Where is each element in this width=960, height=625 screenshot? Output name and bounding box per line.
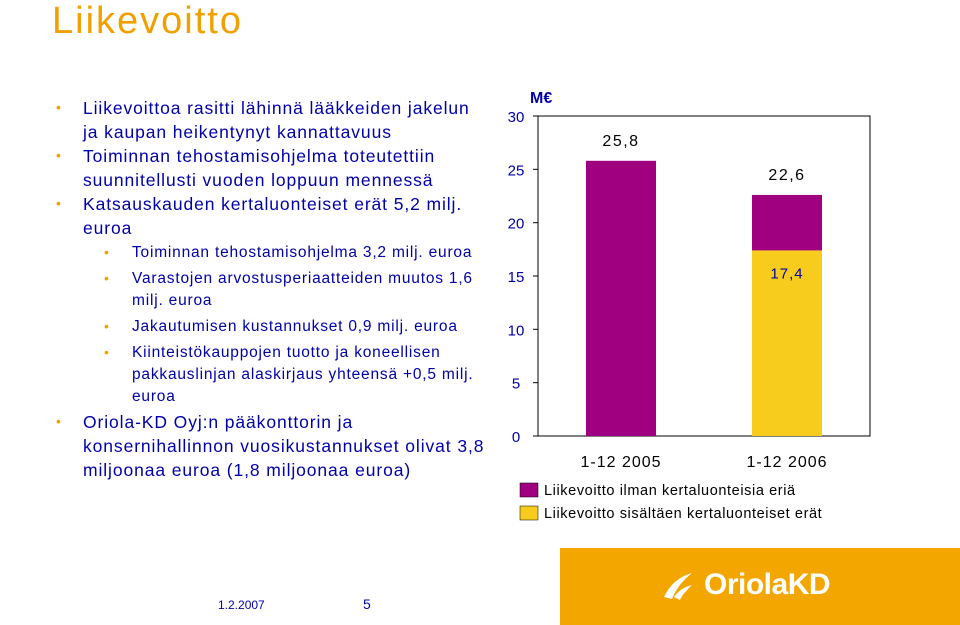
sub-bullet-item: • Toiminnan tehostamisohjelma 3,2 milj. e… [56, 242, 488, 264]
bullet-text: Liikevoittoa rasitti lähinnä lääkkeiden … [83, 98, 470, 142]
x-tick-label: 1-12 2006 [746, 454, 827, 471]
bullet-dot-icon: • [56, 195, 62, 211]
y-tick-label: 20 [508, 216, 525, 233]
bullet-item: • Liikevoittoa rasitti lähinnä lääkkeiden… [56, 96, 488, 144]
bullet-list: • Liikevoittoa rasitti lähinnä lääkkeiden… [56, 96, 488, 482]
bar-segment [752, 250, 822, 436]
sub-bullet-text: Varastojen arvostusperiaatteiden muutos … [132, 270, 473, 309]
bullet-dot-icon: • [104, 318, 110, 334]
sub-bullet-item: • Kiinteistökauppojen tuotto ja koneellis… [56, 342, 488, 408]
company-logo: OriolaKD [660, 562, 831, 608]
legend-swatch [519, 505, 539, 521]
sub-bullet-text: Toiminnan tehostamisohjelma 3,2 milj. eu… [132, 244, 473, 261]
bar-segment [752, 194, 822, 251]
legend-label: Liikevoitto ilman kertaluonteisia eriä [544, 483, 796, 499]
bullet-item: • Katsauskauden kertaluonteiset erät 5,2 … [56, 192, 488, 240]
logo-text: OriolaKD [704, 568, 831, 601]
legend-swatch [519, 482, 539, 498]
bullet-dot-icon: • [104, 270, 110, 286]
x-tick-label: 1-12 2005 [580, 454, 661, 471]
slide-title: Liikevoitto [52, 0, 243, 42]
sub-bullet-text: Kiinteistökauppojen tuotto ja koneellise… [132, 344, 474, 405]
total-label: 22,6 [768, 167, 805, 184]
y-tick-label: 25 [508, 162, 525, 179]
bullet-dot-icon: • [56, 413, 62, 429]
bullet-item: • Toiminnan tehostamisohjelma toteutettii… [56, 144, 488, 192]
oriola-swoosh-icon [664, 573, 692, 600]
sub-bullet-item: • Varastojen arvostusperiaatteiden muutos… [56, 268, 488, 312]
bullet-dot-icon: • [104, 244, 110, 260]
y-tick-label: 15 [508, 269, 525, 286]
bar-segment [586, 160, 656, 437]
bullet-item: • Oriola-KD Oyj:n pääkonttorin ja konsern… [56, 410, 488, 482]
y-tick-label: 10 [508, 322, 525, 339]
bullet-text: Katsauskauden kertaluonteiset erät 5,2 m… [83, 194, 463, 238]
bullet-dot-icon: • [104, 344, 110, 360]
bullet-text: Oriola-KD Oyj:n pääkonttorin ja konserni… [83, 412, 485, 480]
y-tick-label: 5 [512, 376, 520, 393]
operating-profit-chart: M€ 0 5 10 15 20 25 30 25,8 1-12 2005 17,4 22,6 1-12 … [508, 90, 871, 522]
data-label: 17,4 [770, 265, 803, 282]
footer-date: 1.2.2007 [218, 598, 265, 612]
total-label: 25,8 [602, 133, 639, 150]
logo-band [560, 548, 960, 625]
bullet-text: Toiminnan tehostamisohjelma toteutettiin… [83, 146, 436, 190]
y-tick-label: 30 [508, 109, 525, 126]
bullet-dot-icon: • [56, 99, 62, 115]
unit-label: M€ [530, 90, 552, 107]
legend-label: Liikevoitto sisältäen kertaluonteiset er… [544, 506, 822, 522]
sub-bullet-item: • Jakautumisen kustannukset 0,9 milj. eur… [56, 316, 488, 338]
sub-bullet-text: Jakautumisen kustannukset 0,9 milj. euro… [132, 318, 458, 335]
bullet-dot-icon: • [56, 147, 62, 163]
y-tick-label: 0 [512, 429, 520, 446]
page-number: 5 [363, 596, 371, 612]
